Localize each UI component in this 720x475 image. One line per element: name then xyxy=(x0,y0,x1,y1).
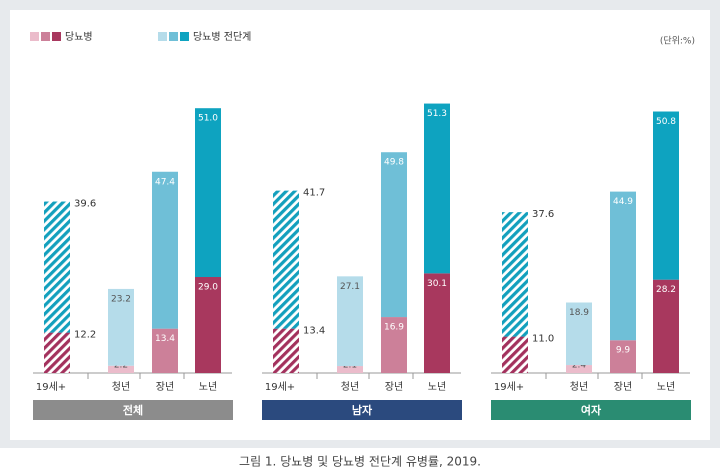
bar-segment xyxy=(502,212,528,337)
legend-label: 당뇨병 전단계 xyxy=(193,31,251,43)
bar-segment xyxy=(108,365,134,373)
value-label: 51.3 xyxy=(427,109,447,119)
bar-segment xyxy=(566,302,592,366)
bar-segment xyxy=(273,328,299,373)
x-tick-label: 청년 xyxy=(112,381,130,393)
x-tick-label: 19세+ xyxy=(494,381,524,393)
unit: (단위:%) xyxy=(660,36,695,47)
legend-swatch xyxy=(30,32,39,41)
bar-segment xyxy=(502,336,528,373)
value-label: 9.9 xyxy=(616,346,631,356)
bar-segment xyxy=(44,332,70,373)
value-label: 39.6 xyxy=(74,199,96,210)
legend-swatch xyxy=(158,32,167,41)
bar-segment xyxy=(44,201,70,333)
value-label: 16.9 xyxy=(384,323,404,333)
bar-segment xyxy=(273,190,299,329)
legend-swatch xyxy=(41,32,50,41)
value-label: 23.2 xyxy=(111,294,131,304)
bar-segment xyxy=(566,365,592,373)
value-label: 30.1 xyxy=(427,279,447,289)
group-band xyxy=(262,400,462,420)
value-label: 13.4 xyxy=(155,334,175,344)
value-label: 29.0 xyxy=(198,283,218,293)
value-label: 41.7 xyxy=(303,188,325,199)
value-label: 44.9 xyxy=(613,197,633,207)
bar-segment xyxy=(381,152,407,318)
x-tick-label: 청년 xyxy=(570,381,588,393)
value-label: 47.4 xyxy=(155,177,175,187)
bar-segment xyxy=(337,366,363,373)
x-tick-label: 노년 xyxy=(199,381,217,393)
legend-label: 당뇨병 xyxy=(65,31,93,43)
bar-segment xyxy=(152,171,178,329)
caption: 그림 1. 당뇨병 및 당뇨병 전단계 유병률, 2019. xyxy=(239,455,481,469)
x-tick-label: 장년 xyxy=(614,381,632,393)
group-band xyxy=(33,400,233,420)
panel xyxy=(10,10,710,440)
bar-segment xyxy=(337,276,363,367)
x-tick-label: 노년 xyxy=(428,381,446,393)
legend-swatch xyxy=(180,32,189,41)
value-label: 11.0 xyxy=(532,334,554,345)
legend-swatch xyxy=(169,32,178,41)
x-tick-label: 장년 xyxy=(385,381,403,393)
value-label: 28.2 xyxy=(656,285,676,295)
bar-segment xyxy=(610,191,636,341)
group-title: 남자 xyxy=(352,403,373,417)
bar-segment xyxy=(108,288,134,366)
bar-segment xyxy=(152,328,178,373)
group-band xyxy=(491,400,691,420)
x-tick-label: 장년 xyxy=(156,381,174,393)
value-label: 12.2 xyxy=(74,330,96,341)
bar-segment xyxy=(195,108,221,278)
bar-segment xyxy=(424,103,450,274)
value-label: 37.6 xyxy=(532,209,554,220)
x-tick-label: 19세+ xyxy=(36,381,66,393)
bar-segment xyxy=(381,317,407,373)
value-label: 27.1 xyxy=(340,282,360,292)
bar-segment xyxy=(653,111,679,280)
value-label: 51.0 xyxy=(198,114,218,124)
x-tick-label: 청년 xyxy=(341,381,359,393)
legend-swatch xyxy=(52,32,61,41)
value-label: 50.8 xyxy=(656,117,676,127)
bar-segment xyxy=(653,279,679,373)
bar-segment xyxy=(610,340,636,373)
group-title: 전체 xyxy=(123,403,143,417)
group-title: 여자 xyxy=(581,403,602,417)
value-label: 49.8 xyxy=(384,158,404,168)
bar-segment xyxy=(424,273,450,373)
bar-segment xyxy=(195,277,221,373)
x-tick-label: 19세+ xyxy=(265,381,295,393)
value-label: 18.9 xyxy=(569,308,589,318)
value-label: 2.4 xyxy=(572,361,587,371)
value-label: 13.4 xyxy=(303,326,325,337)
x-tick-label: 노년 xyxy=(657,381,675,393)
